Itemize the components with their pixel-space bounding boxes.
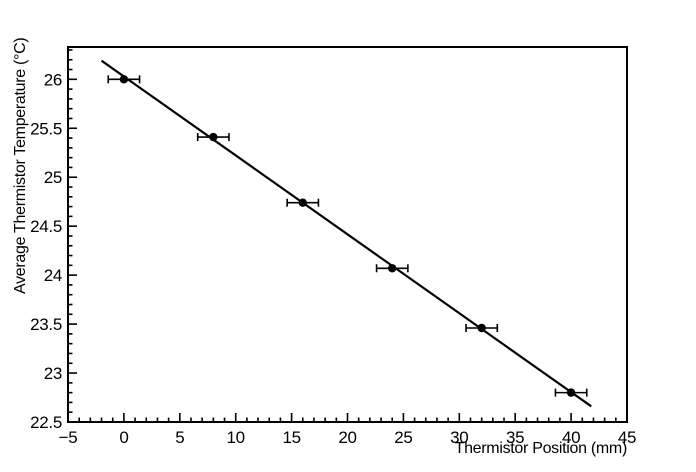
- fit-line: [100, 59, 592, 408]
- x-tick-label: 20: [338, 428, 356, 447]
- x-tick-label: 45: [618, 428, 636, 447]
- fit-line-segment: [100, 59, 592, 408]
- y-axis: 22.5 23 23.5 24 24.5 25 25.5 26: [30, 49, 77, 432]
- y-tick-label: 23.5: [30, 315, 62, 334]
- y-tick-label: 24: [44, 266, 62, 285]
- x-tick-label: 40: [562, 428, 580, 447]
- y-tick-label: 22.5: [30, 413, 62, 432]
- y-tick-label: 23: [44, 364, 62, 383]
- x-tick-label: −5: [59, 428, 78, 447]
- x-tick-label: 0: [119, 428, 128, 447]
- x-tick-label: 15: [282, 428, 300, 447]
- data-point-marker: [209, 132, 218, 142]
- y-tick-label: 26: [44, 70, 62, 89]
- x-tick-label: 5: [175, 428, 184, 447]
- data-point-marker: [388, 264, 397, 273]
- data-point-marker: [566, 388, 576, 397]
- y-axis-title: Average Thermistor Temperature (°C): [12, 38, 29, 294]
- y-tick-label: 25.5: [30, 119, 62, 138]
- x-tick-label: 30: [450, 428, 468, 447]
- data-point-marker: [477, 323, 486, 333]
- x-axis-title: Thermistor Position (mm): [455, 440, 627, 457]
- x-tick-label: 35: [506, 428, 524, 447]
- x-axis: −5 0 5 10 15 20 25 30 35 40 45: [59, 413, 636, 447]
- data-point-marker: [119, 75, 129, 84]
- y-tick-label: 25: [44, 168, 62, 187]
- data-points: [107, 75, 588, 397]
- data-point-marker: [298, 198, 307, 207]
- y-tick-label: 24.5: [30, 217, 62, 236]
- x-tick-label: 10: [227, 428, 245, 447]
- x-tick-label: 25: [394, 428, 412, 447]
